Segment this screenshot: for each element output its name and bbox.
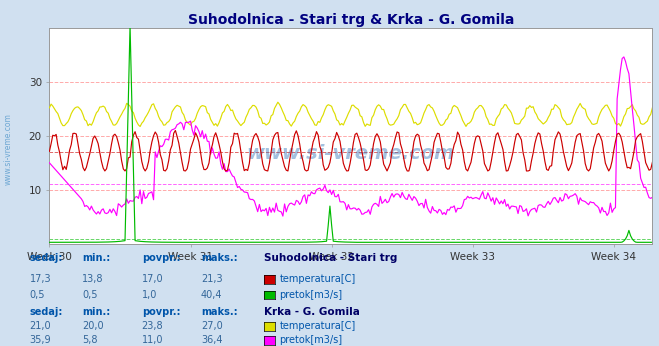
Text: 23,8: 23,8 [142,321,163,331]
Text: temperatura[C]: temperatura[C] [279,321,356,331]
Text: 1,0: 1,0 [142,290,157,300]
Text: Krka - G. Gomila: Krka - G. Gomila [264,307,359,317]
Text: maks.:: maks.: [201,253,238,263]
Text: www.si-vreme.com: www.si-vreme.com [4,113,13,185]
Text: 20,0: 20,0 [82,321,104,331]
Text: 36,4: 36,4 [201,335,223,345]
Text: povpr.:: povpr.: [142,307,180,317]
Title: Suhodolnica - Stari trg & Krka - G. Gomila: Suhodolnica - Stari trg & Krka - G. Gomi… [188,12,514,27]
Text: maks.:: maks.: [201,307,238,317]
Text: www.si-vreme.com: www.si-vreme.com [246,144,455,163]
Text: pretok[m3/s]: pretok[m3/s] [279,290,343,300]
Text: 13,8: 13,8 [82,274,104,284]
Text: 21,0: 21,0 [30,321,51,331]
Text: pretok[m3/s]: pretok[m3/s] [279,335,343,345]
Text: 11,0: 11,0 [142,335,163,345]
Text: 17,3: 17,3 [30,274,51,284]
Text: 5,8: 5,8 [82,335,98,345]
Text: 40,4: 40,4 [201,290,223,300]
Text: temperatura[C]: temperatura[C] [279,274,356,284]
Text: sedaj:: sedaj: [30,253,63,263]
Text: 27,0: 27,0 [201,321,223,331]
Text: min.:: min.: [82,253,111,263]
Text: 17,0: 17,0 [142,274,163,284]
Text: 21,3: 21,3 [201,274,223,284]
Text: min.:: min.: [82,307,111,317]
Text: 35,9: 35,9 [30,335,51,345]
Text: povpr.:: povpr.: [142,253,180,263]
Text: Suhodolnica - Stari trg: Suhodolnica - Stari trg [264,253,397,263]
Text: sedaj:: sedaj: [30,307,63,317]
Text: 0,5: 0,5 [82,290,98,300]
Text: 0,5: 0,5 [30,290,45,300]
